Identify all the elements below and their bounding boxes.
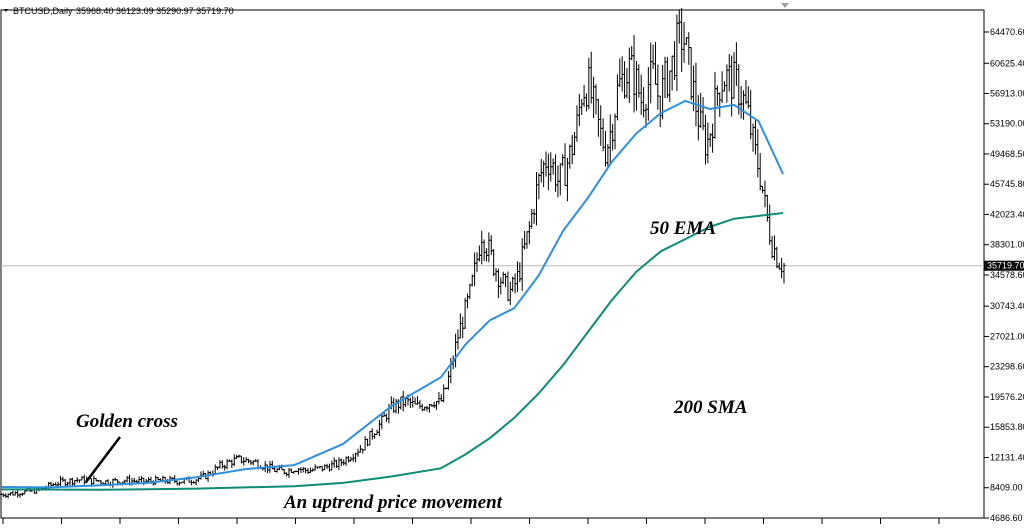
price-bars — [0, 7, 786, 499]
y-tick-label: 60625.40 — [990, 58, 1024, 68]
symbol-triangle-icon — [4, 9, 8, 12]
moving-averages — [0, 99, 784, 491]
y-tick-label: 27021.00 — [990, 331, 1024, 341]
y-tick-label: 38301.00 — [990, 240, 1024, 250]
ohlc-readout: 35968.40 36123.09 35290.97 35719.70 — [76, 6, 234, 16]
y-tick-label: 34578.60 — [990, 270, 1024, 280]
y-tick-label: 4686.60 — [990, 513, 1023, 523]
shift-marker-icon[interactable] — [781, 3, 789, 8]
y-tick-label: 15853.80 — [990, 422, 1024, 432]
symbol-label: BTCUSD,Daily — [13, 6, 73, 16]
golden-cross-arrow — [85, 436, 121, 483]
current-price-text: 35719.70 — [987, 261, 1024, 271]
x-axis — [2, 518, 940, 524]
golden-cross-label: Golden cross — [76, 411, 178, 432]
y-tick-label: 56913.00 — [990, 88, 1024, 98]
y-tick-label: 49468.50 — [990, 149, 1024, 159]
current-price-badge — [984, 260, 1024, 271]
y-tick-label: 12131.40 — [990, 452, 1024, 462]
ema50-label: 50 EMA — [650, 218, 716, 239]
y-tick-label: 42023.40 — [990, 209, 1024, 219]
y-tick-label: 8409.00 — [990, 483, 1023, 493]
y-tick-label: 53190.00 — [990, 119, 1024, 129]
plot-frame — [0, 9, 985, 519]
y-tick-label: 64470.60 — [990, 27, 1024, 37]
50-ema-line — [0, 99, 784, 489]
sma200-label: 200 SMA — [673, 397, 747, 418]
y-tick-label: 19576.20 — [990, 392, 1024, 402]
uptrend-label: An uptrend price movement — [283, 492, 503, 513]
200-sma-line — [0, 212, 784, 491]
y-axis: 64470.60 60625.40 56913.00 53190.00 49468.50… — [984, 27, 1024, 523]
y-tick-label: 45745.80 — [990, 179, 1024, 189]
y-tick-label: 23298.60 — [990, 362, 1024, 372]
y-tick-label: 30743.40 — [990, 301, 1024, 311]
